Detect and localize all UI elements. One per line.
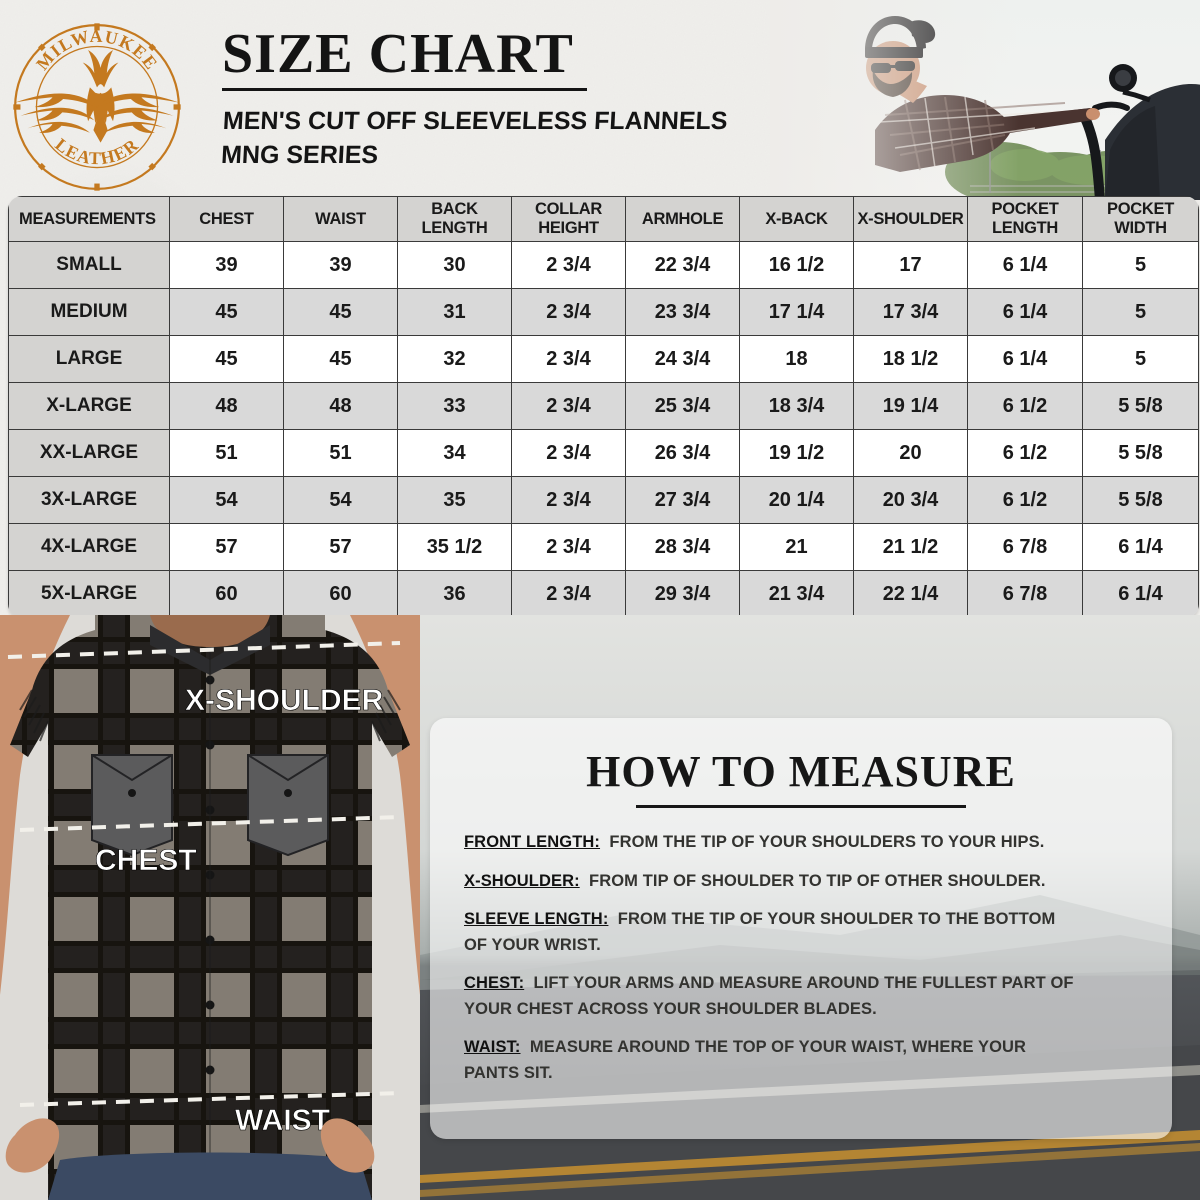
svg-text:LEATHER: LEATHER xyxy=(51,134,142,168)
svg-text:WAIST: WAIST xyxy=(235,1104,330,1137)
svg-text:X-SHOULDER: X-SHOULDER xyxy=(185,684,384,717)
svg-text:CHEST: CHEST xyxy=(95,844,197,877)
